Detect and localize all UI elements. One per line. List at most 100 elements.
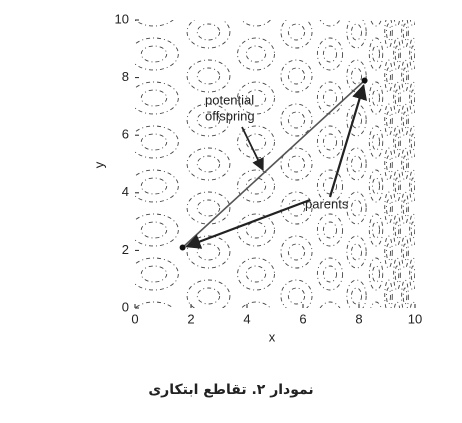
x-tick-label: 0 xyxy=(131,311,138,326)
contour-line xyxy=(322,221,338,239)
contour-line xyxy=(426,214,433,246)
contour-line xyxy=(368,81,384,115)
contour-line xyxy=(419,156,423,172)
contour-line xyxy=(368,169,384,203)
contour-line xyxy=(409,81,415,115)
contour-line xyxy=(287,23,306,41)
contour-line xyxy=(287,287,306,305)
contour-line xyxy=(281,324,312,356)
contour-line xyxy=(368,37,384,71)
contour-line xyxy=(322,89,338,107)
contour-line xyxy=(434,148,441,180)
contour-line xyxy=(403,332,407,348)
contour-line xyxy=(435,24,439,40)
contour-line xyxy=(394,177,400,195)
contour-line xyxy=(418,16,425,48)
contour-line xyxy=(245,177,267,195)
contour-line xyxy=(196,23,221,41)
contour-line xyxy=(135,125,179,159)
contour-line xyxy=(346,20,367,49)
x-axis-label: x xyxy=(269,329,276,344)
contour-line xyxy=(135,169,179,203)
contour-line xyxy=(419,200,423,216)
contour-line xyxy=(350,23,363,41)
y-tick-label: 10 xyxy=(115,11,129,26)
parents-label: parents xyxy=(305,196,349,211)
contour-line xyxy=(409,37,415,71)
contour-line xyxy=(316,257,344,291)
contour-line xyxy=(394,265,400,283)
contour-line xyxy=(426,126,433,158)
contour-line xyxy=(237,81,275,115)
x-tick-label: 6 xyxy=(299,311,306,326)
arrow xyxy=(241,126,264,172)
contour-line xyxy=(346,147,367,181)
contour-line xyxy=(435,156,439,172)
contour-line xyxy=(402,324,409,356)
contour-line xyxy=(386,199,391,217)
contour-line xyxy=(402,67,408,85)
contour-line xyxy=(346,59,367,93)
contour-line xyxy=(196,155,221,173)
contour-line xyxy=(140,133,168,151)
contour-line xyxy=(322,133,338,151)
y-tick-label: 2 xyxy=(122,242,129,257)
contour-line xyxy=(368,213,384,247)
caption: نمودار ۲. تقاطع ابتکاری xyxy=(148,382,313,398)
contour-line xyxy=(186,235,231,269)
contour-line xyxy=(394,89,400,107)
contour-line xyxy=(419,112,423,128)
contour-line xyxy=(427,310,431,326)
contour-line xyxy=(393,169,401,203)
contour-line xyxy=(280,103,313,137)
contour-line xyxy=(196,199,221,217)
contour-line xyxy=(372,265,380,283)
contour-line xyxy=(401,147,409,181)
contour-line xyxy=(393,213,401,247)
contour-line xyxy=(402,155,408,173)
contour-line xyxy=(434,192,441,224)
contour-line xyxy=(418,280,425,312)
contour-line xyxy=(427,222,431,238)
contour-line xyxy=(135,257,179,291)
contour-line xyxy=(196,111,221,129)
contour-line xyxy=(385,324,393,356)
contour-line xyxy=(410,177,415,195)
contour-line xyxy=(410,265,415,283)
parent-point xyxy=(179,244,186,251)
contour-line xyxy=(394,221,400,239)
contour-line xyxy=(434,104,441,136)
contour-line xyxy=(237,257,275,291)
contour-line xyxy=(418,192,425,224)
contour-line xyxy=(434,236,441,268)
contour-line xyxy=(280,20,313,49)
contour-line xyxy=(395,310,399,326)
contour-line xyxy=(370,301,382,308)
contour-line xyxy=(346,235,367,269)
contour-line xyxy=(135,20,174,27)
contour-line xyxy=(350,111,363,129)
contour-line xyxy=(435,244,439,260)
contour-line xyxy=(280,191,313,225)
contour-line xyxy=(140,177,168,195)
contour-line xyxy=(280,235,313,269)
contour-line xyxy=(434,280,441,312)
contour-line xyxy=(410,89,415,107)
contour-line xyxy=(372,2,379,18)
contour-line xyxy=(435,332,439,348)
contour-line xyxy=(393,257,401,291)
contour-line xyxy=(418,236,425,268)
offspring-label: offspring xyxy=(205,108,255,123)
contour-line xyxy=(384,103,393,137)
contour-line xyxy=(186,191,231,225)
contour-line xyxy=(141,310,167,326)
contour-line xyxy=(419,244,423,260)
contour-line xyxy=(386,67,391,85)
plot: 0 2 4 6 8 10 0 2 4 6 8 10 xyxy=(115,11,423,326)
contour-line xyxy=(140,265,168,283)
contour-line xyxy=(384,20,393,49)
contour-line xyxy=(401,279,409,308)
contour-line xyxy=(368,125,384,159)
contour-line xyxy=(135,37,179,71)
contour-line xyxy=(316,37,344,71)
